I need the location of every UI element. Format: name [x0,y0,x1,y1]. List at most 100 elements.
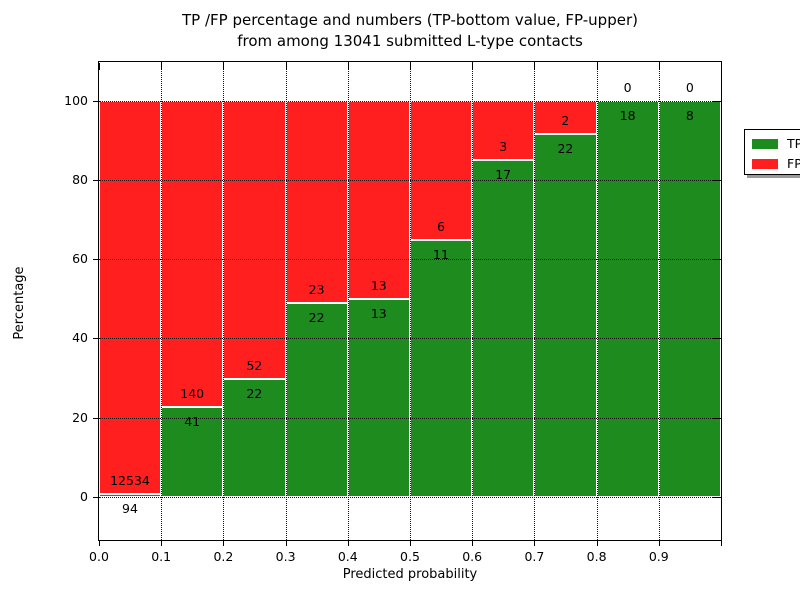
gridline-vertical [534,62,536,540]
x-axis-tick-top [99,63,100,70]
bar-segment-tp [472,159,535,497]
gridline-vertical [223,62,225,540]
y-axis-tick-right [713,179,720,181]
bar-count-label-fp: 52 [246,358,263,374]
x-tick-label: 0.1 [151,549,172,564]
bar-count-label-fp: 6 [437,219,445,235]
y-axis-label: Percentage [12,266,27,340]
x-axis-tick [658,540,660,546]
x-tick-label: 0.5 [400,549,420,564]
x-axis-tick [534,540,536,546]
x-tick-label: 0.9 [648,549,669,564]
fp-legend-swatch [752,158,778,169]
x-axis-tick-top [596,63,598,70]
y-tick-label: 40 [72,330,88,346]
bar-count-label-fp: 23 [308,282,325,298]
bar-count-label-tp: 41 [184,414,201,430]
y-axis-tick-right [713,259,720,261]
bar-segment-tp [347,298,410,497]
x-axis-tick-top [223,63,225,70]
tp-legend-swatch [752,138,778,149]
bar-count-label-fp: 0 [623,79,632,95]
y-axis-tick-right [713,417,720,419]
bar-count-label-fp: 13 [370,277,387,293]
x-tick-label: 0.7 [524,549,545,564]
gridline-vertical [410,62,411,540]
bar-count-label-tp: 13 [370,305,387,321]
fp-legend-label: FP [787,155,800,171]
plot-area: 12534 94 140 41 52 22 23 22 13 13 6 11 3 17 2 22 0 18 0 8 T… [98,61,800,541]
bar-count-label-tp: 94 [122,501,138,517]
x-axis-tick-top [472,63,474,70]
x-tick-label: 0.6 [462,549,483,564]
x-tick-label: 0.2 [213,549,234,564]
y-axis-tick [93,100,99,102]
y-axis-tick [93,338,99,340]
legend: TP FP [744,129,800,175]
x-axis-tick [410,540,411,546]
y-tick-label: 100 [64,92,88,108]
x-axis-tick [161,540,163,546]
bar-segment-tp [596,100,659,497]
bar-count-label-fp: 0 [685,79,694,95]
y-axis-tick-right [713,497,720,498]
gridline-vertical [472,62,474,540]
x-tick-label: 0.8 [586,549,607,564]
y-axis-tick [93,259,99,261]
y-tick-label: 80 [72,171,88,187]
y-tick-label: 60 [72,251,88,267]
bar-count-label-tp: 17 [495,166,512,182]
bar-segment-tp [410,240,473,497]
x-tick-label: 0.3 [275,549,296,564]
y-axis-tick [93,417,99,419]
bar-count-label-tp: 11 [433,247,449,263]
x-axis-tick [596,540,598,546]
bar-count-label-tp: 22 [557,140,574,156]
x-axis-tick-top [161,63,163,70]
bar-count-label-fp: 2 [561,112,570,128]
x-axis-tick [285,540,287,546]
chart-title: TP /FP percentage and numbers (TP-bottom… [99,10,721,52]
bar-segment-tp [658,100,721,497]
x-axis-tick [347,540,349,546]
y-axis-tick [93,179,99,181]
legend-row-fp: FP [752,155,800,172]
legend-row-tp: TP [752,135,800,152]
x-axis-label: Predicted probability [342,567,478,582]
x-tick-label: 0.4 [337,549,358,564]
x-axis-tick-top [285,63,287,70]
x-axis-tick-top [347,63,349,70]
bar-segment-fp [410,100,473,241]
x-axis-tick [223,540,225,546]
bar-count-label-fp: 3 [499,138,508,154]
bar-segment-fp [99,100,162,495]
bar-segment-fp [285,100,348,304]
y-tick-label: 0 [80,489,88,504]
gridline-vertical [347,62,349,540]
bar-segment-fp [161,100,224,408]
x-axis-tick [721,540,722,546]
bar-segment-fp [472,100,535,160]
x-tick-label: 0.0 [89,549,109,564]
bar-count-label-tp: 8 [685,107,694,123]
x-axis-tick [472,540,474,546]
bar-count-label-tp: 22 [308,310,325,326]
chart-title-line2: from among 13041 submitted L-type contac… [237,32,583,50]
gridline-vertical [285,62,287,540]
bar-segment-tp [534,133,597,497]
bar-count-label-tp: 18 [619,107,636,123]
chart-title-line1: TP /FP percentage and numbers (TP-bottom… [182,11,638,29]
y-axis-tick-right [713,338,720,340]
x-axis-tick-top [534,63,536,70]
bar-segment-tp [99,494,162,497]
bar-count-label-fp: 12534 [110,473,150,489]
bar-count-label-fp: 140 [180,386,205,402]
x-axis-tick-top [410,63,411,70]
tp-legend-label: TP [787,135,800,151]
bar-count-label-tp: 22 [246,386,263,402]
y-tick-label: 20 [72,409,88,425]
x-axis-tick-top [658,63,660,70]
gridline-vertical [658,62,660,540]
y-axis-tick-right [713,100,720,102]
